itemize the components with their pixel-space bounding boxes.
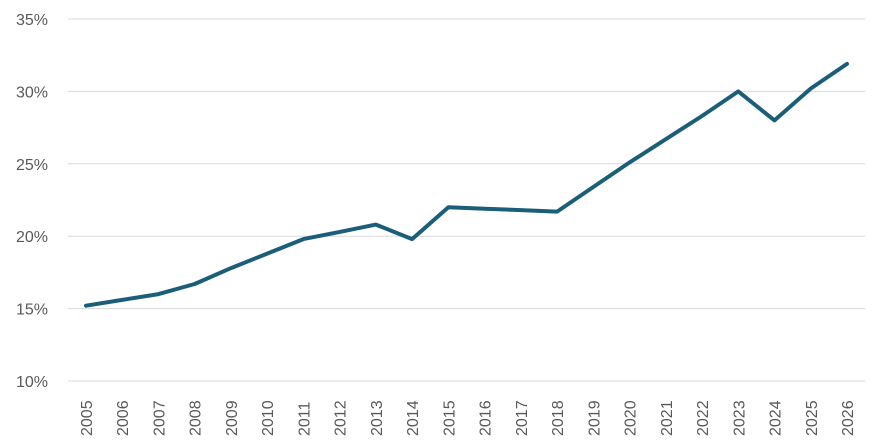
series-group — [84, 61, 849, 308]
x-tick-label: 2012 — [333, 400, 350, 436]
y-axis-tick-labels: 10% 15% 20% 25% 30% 35% — [16, 12, 48, 391]
x-tick-label: 2008 — [188, 400, 205, 436]
x-tick-label: 2011 — [296, 401, 313, 436]
x-tick-label: 2015 — [441, 400, 458, 436]
series-line-0 — [84, 61, 849, 308]
x-tick-label: 2021 — [659, 400, 676, 436]
x-tick-label: 2025 — [804, 400, 821, 436]
x-tick-label: 2016 — [478, 400, 495, 436]
x-tick-label: 2017 — [514, 400, 531, 436]
x-tick-label: 2022 — [695, 400, 712, 436]
x-axis-tick-labels: 2005 2006 2007 2008 2009 2010 2011 2012 2013 2014… — [79, 400, 857, 436]
x-tick-label: 2024 — [768, 400, 785, 436]
y-tick-label: 20% — [16, 229, 48, 246]
y-tick-label: 35% — [16, 12, 48, 29]
y-tick-label: 10% — [16, 374, 48, 391]
x-tick-label: 2010 — [260, 400, 277, 436]
x-tick-label: 2020 — [623, 400, 640, 436]
x-tick-label: 2018 — [550, 400, 567, 436]
x-tick-label: 2009 — [224, 400, 241, 436]
y-tick-label: 15% — [16, 302, 48, 319]
x-tick-label: 2013 — [369, 400, 386, 436]
x-tick-label: 2023 — [731, 400, 748, 436]
x-tick-label: 2026 — [840, 400, 857, 436]
x-tick-label: 2014 — [405, 400, 422, 436]
x-tick-label: 2019 — [586, 400, 603, 436]
y-tick-label: 30% — [16, 84, 48, 101]
x-tick-label: 2005 — [79, 400, 96, 436]
x-tick-label: 2006 — [115, 400, 132, 436]
gridlines — [68, 18, 865, 382]
y-tick-label: 25% — [16, 157, 48, 174]
x-tick-label: 2007 — [151, 400, 168, 436]
